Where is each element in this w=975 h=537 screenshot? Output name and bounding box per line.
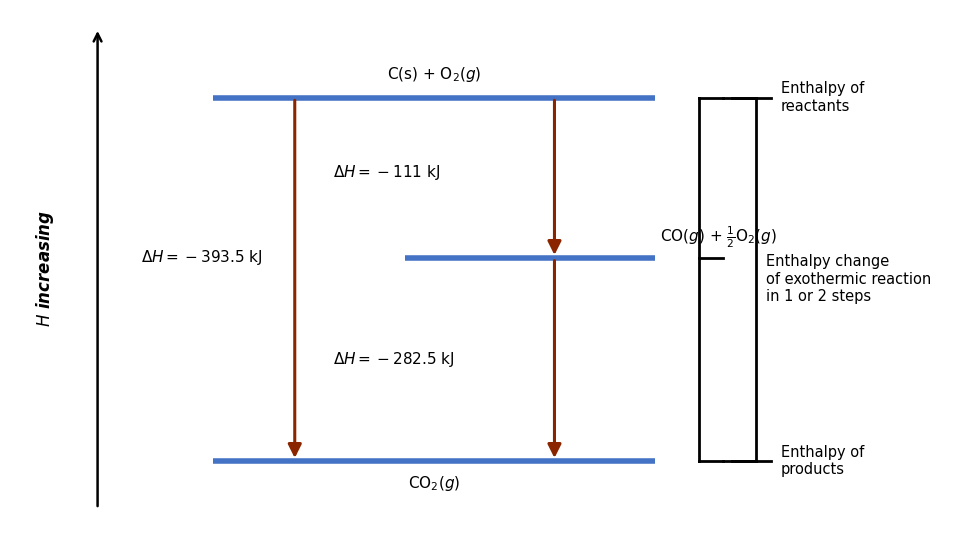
Text: Enthalpy of
products: Enthalpy of products — [781, 445, 864, 477]
Text: Enthalpy of
reactants: Enthalpy of reactants — [781, 81, 864, 114]
Text: C(s) + O$_2$($g$): C(s) + O$_2$($g$) — [387, 65, 482, 84]
Text: $H$ increasing: $H$ increasing — [34, 210, 56, 327]
Text: CO$_2$($g$): CO$_2$($g$) — [409, 474, 460, 493]
Text: $\Delta H = -111$ kJ: $\Delta H = -111$ kJ — [333, 163, 441, 182]
Text: Enthalpy change
of exothermic reaction
in 1 or 2 steps: Enthalpy change of exothermic reaction i… — [766, 255, 931, 304]
Text: $\Delta H = -393.5$ kJ: $\Delta H = -393.5$ kJ — [140, 248, 262, 267]
Text: CO($g$) + $\frac{1}{2}$O$_2$($g$): CO($g$) + $\frac{1}{2}$O$_2$($g$) — [660, 224, 777, 250]
Text: $\Delta H = -282.5$ kJ: $\Delta H = -282.5$ kJ — [333, 350, 455, 369]
